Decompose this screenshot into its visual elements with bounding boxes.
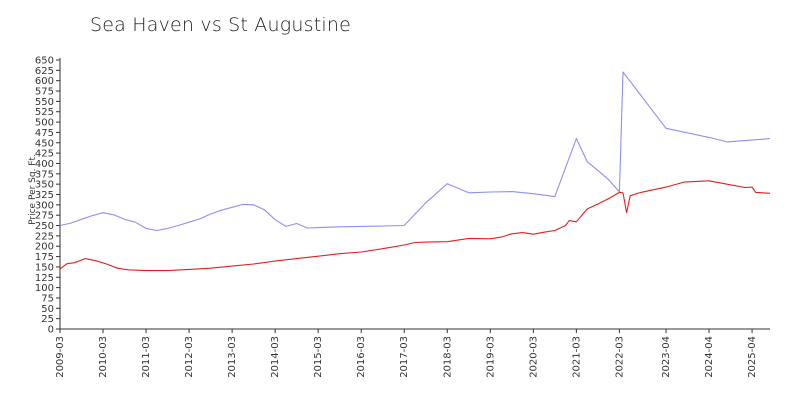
y-tick-label: 400	[35, 159, 54, 170]
y-axis: 0255075100125150175200225250275300325350…	[35, 56, 61, 336]
x-tick-label: 2025-04	[747, 336, 758, 378]
y-tick-label: 650	[35, 56, 54, 67]
x-tick-label: 2021-03	[571, 336, 582, 378]
x-tick-label: 2014-03	[270, 336, 281, 378]
y-tick-label: 150	[35, 262, 54, 273]
y-tick-label: 100	[35, 283, 54, 294]
y-axis-label: Price Per Sq. Ft.	[28, 154, 38, 225]
y-tick-label: 125	[35, 273, 54, 284]
x-tick-label: 2012-03	[184, 336, 195, 378]
x-tick-label: 2019-03	[485, 336, 496, 378]
y-tick-label: 225	[35, 231, 54, 242]
y-tick-label: 450	[35, 138, 54, 149]
y-tick-label: 525	[35, 107, 54, 118]
y-tick-label: 550	[35, 97, 54, 108]
y-tick-label: 475	[35, 128, 54, 139]
x-tick-label: 2023-04	[661, 336, 672, 378]
y-tick-label: 275	[35, 211, 54, 222]
y-tick-label: 575	[35, 87, 54, 98]
y-tick-label: 375	[35, 169, 54, 180]
y-tick-label: 625	[35, 66, 54, 77]
x-tick-label: 2015-03	[313, 336, 324, 378]
y-tick-label: 25	[41, 314, 54, 325]
x-tick-label: 2016-03	[356, 336, 367, 378]
x-tick-label: 2022-03	[614, 336, 625, 378]
x-tick-label: 2020-03	[528, 336, 539, 378]
x-tick-label: 2017-03	[399, 336, 410, 378]
y-tick-label: 0	[48, 325, 54, 336]
x-axis: 2009-03 2010-03 2011-03 2012-03 2013-03 2014-…	[55, 328, 770, 378]
series-line-1	[59, 71, 771, 232]
y-tick-label: 500	[35, 118, 54, 129]
x-tick-label: 2010-03	[98, 336, 109, 378]
y-tick-label: 250	[35, 221, 54, 232]
x-tick-label: 2009-03	[55, 336, 66, 378]
x-tick-label: 2011-03	[141, 336, 152, 378]
y-tick-label: 425	[35, 149, 54, 160]
x-tick-label: 2024-04	[704, 336, 715, 378]
y-tick-label: 350	[35, 180, 54, 191]
y-tick-label: 75	[41, 293, 54, 304]
y-tick-label: 50	[41, 304, 54, 315]
series-lines	[59, 71, 771, 272]
x-tick-label: 2013-03	[227, 336, 238, 378]
y-tick-label: 300	[35, 200, 54, 211]
chart-title: Sea Haven vs St Augustine	[90, 14, 351, 36]
series-line-2	[59, 180, 771, 272]
y-tick-label: 600	[35, 76, 54, 87]
y-tick-label: 200	[35, 242, 54, 253]
y-tick-label: 175	[35, 252, 54, 263]
y-tick-label: 325	[35, 190, 54, 201]
x-tick-label: 2018-03	[442, 336, 453, 378]
